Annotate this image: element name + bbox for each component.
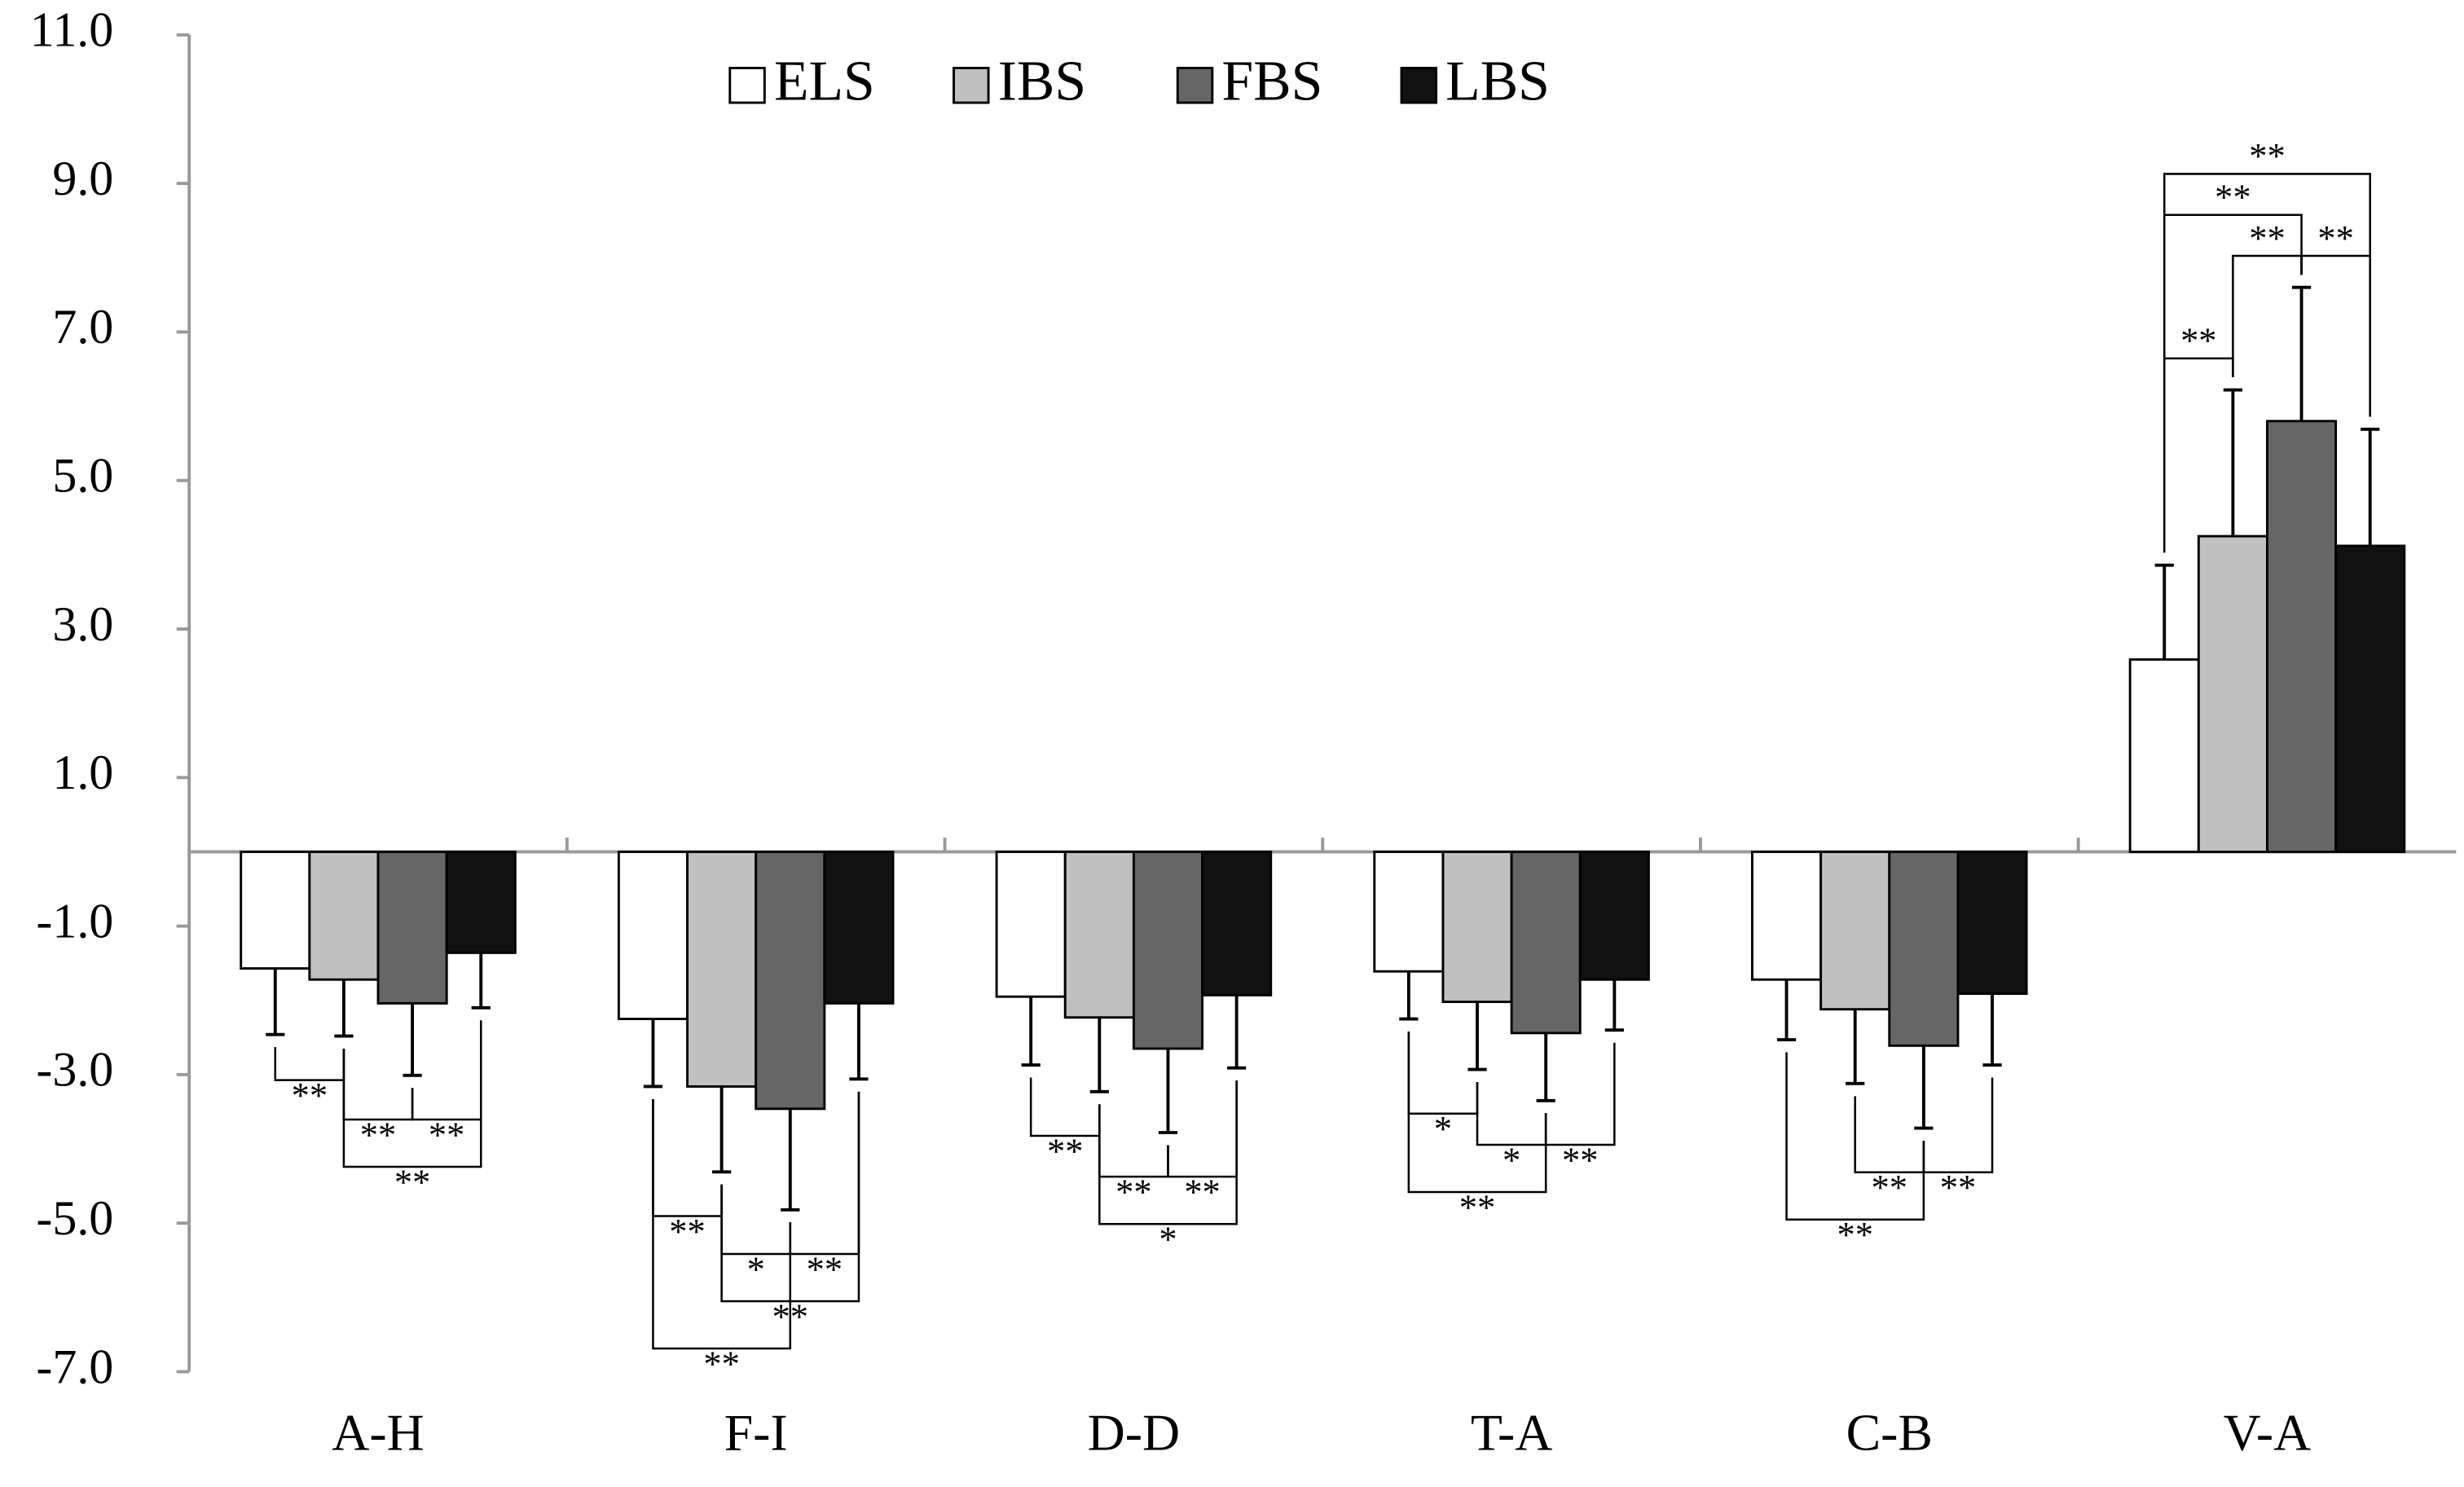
significance-bracket (2300, 254, 2371, 417)
bar (1132, 851, 1204, 1050)
significance-bracket (2163, 357, 2234, 553)
bar (1510, 851, 1582, 1035)
significance-label: ** (292, 1075, 328, 1115)
significance-bracket (1029, 1077, 1101, 1137)
bar (376, 851, 448, 1005)
legend-swatch (728, 67, 766, 104)
y-tick-label: 3.0 (52, 597, 113, 651)
significance-bracket (652, 1098, 723, 1217)
significance-label: ** (669, 1211, 705, 1252)
significance-label: ** (1872, 1167, 1907, 1208)
legend-swatch (953, 67, 990, 104)
significance-label: ** (360, 1114, 396, 1155)
significance-bracket (1854, 1096, 1925, 1173)
significance-bracket (1785, 1052, 1925, 1221)
significance-label: ** (807, 1248, 843, 1289)
significance-label: ** (1562, 1139, 1598, 1180)
y-tick-label: 5.0 (52, 448, 113, 502)
bar (1956, 851, 2028, 996)
bar (755, 851, 826, 1111)
y-tick-label: -3.0 (36, 1043, 113, 1097)
bar (2197, 535, 2268, 853)
legend-swatch (1400, 67, 1437, 104)
y-tick-label: 11.0 (30, 3, 114, 57)
significance-label: * (747, 1248, 765, 1289)
significance-label: * (1434, 1108, 1452, 1149)
bar (1063, 851, 1135, 1019)
y-tick-label: -7.0 (36, 1340, 113, 1393)
significance-label: ** (2215, 177, 2251, 218)
x-tick-label: D-D (1088, 1403, 1180, 1461)
y-tick-label: -1.0 (36, 894, 113, 948)
bar (2266, 420, 2338, 853)
significance-label: ** (1047, 1130, 1083, 1171)
bar (445, 851, 517, 954)
bar (823, 851, 895, 1005)
bar (617, 851, 689, 1020)
bar (1441, 851, 1513, 1004)
bar (686, 851, 758, 1088)
significance-label: * (1503, 1139, 1520, 1180)
y-tick-label: 9.0 (52, 152, 113, 205)
legend-label: LBS (1445, 51, 1550, 113)
legend-label: IBS (998, 51, 1086, 113)
bar (995, 851, 1067, 998)
legend-label: ELS (774, 51, 875, 113)
significance-label: ** (1459, 1186, 1495, 1227)
x-tick-label: C-B (1846, 1403, 1933, 1461)
significance-bracket (720, 1184, 792, 1256)
y-tick-label: 1.0 (52, 746, 113, 799)
y-tick-label: 7.0 (52, 300, 113, 354)
significance-label: ** (1837, 1214, 1872, 1255)
legend-swatch (1176, 67, 1214, 104)
significance-bracket (1544, 1042, 1616, 1146)
significance-bracket (1407, 1032, 1479, 1115)
significance-bracket (789, 1091, 860, 1256)
significance-label: ** (1184, 1172, 1220, 1212)
x-tick-label: A-H (332, 1403, 424, 1461)
x-tick-label: T-A (1471, 1403, 1552, 1461)
significance-bracket (342, 1048, 414, 1121)
bar (1373, 851, 1445, 973)
significance-bracket (1407, 1032, 1547, 1194)
significance-label: ** (703, 1343, 739, 1384)
significance-bracket (342, 1020, 482, 1168)
bar (1888, 851, 1960, 1047)
bar (308, 851, 380, 981)
significance-label: ** (2249, 135, 2285, 176)
significance-label: ** (394, 1161, 430, 1202)
significance-label: ** (2249, 218, 2285, 258)
bar (1751, 851, 1823, 981)
significance-bracket (2163, 173, 2371, 553)
legend-label: FBS (1221, 51, 1322, 113)
significance-bracket (411, 1020, 482, 1121)
bar (240, 851, 311, 970)
significance-label: ** (1940, 1167, 1976, 1208)
significance-label: * (1159, 1219, 1177, 1260)
y-tick-label: -5.0 (36, 1191, 113, 1245)
significance-bracket (1098, 1104, 1169, 1178)
significance-bracket (2232, 254, 2303, 378)
significance-bracket (1098, 1080, 1238, 1225)
bar (1578, 851, 1650, 981)
significance-bracket (1476, 1082, 1547, 1146)
significance-bracket (1167, 1080, 1238, 1178)
significance-label: ** (429, 1114, 464, 1155)
significance-bracket (652, 1098, 792, 1350)
bar (2334, 544, 2406, 853)
bar (2128, 658, 2200, 853)
x-tick-label: F-I (724, 1403, 788, 1461)
significance-label: ** (2317, 218, 2353, 258)
x-tick-label: V-A (2224, 1403, 2312, 1461)
significance-label: ** (1115, 1172, 1151, 1212)
significance-label: ** (2180, 320, 2216, 361)
bar (1819, 851, 1891, 1011)
bar (1201, 851, 1273, 996)
significance-bracket (1922, 1077, 1994, 1173)
